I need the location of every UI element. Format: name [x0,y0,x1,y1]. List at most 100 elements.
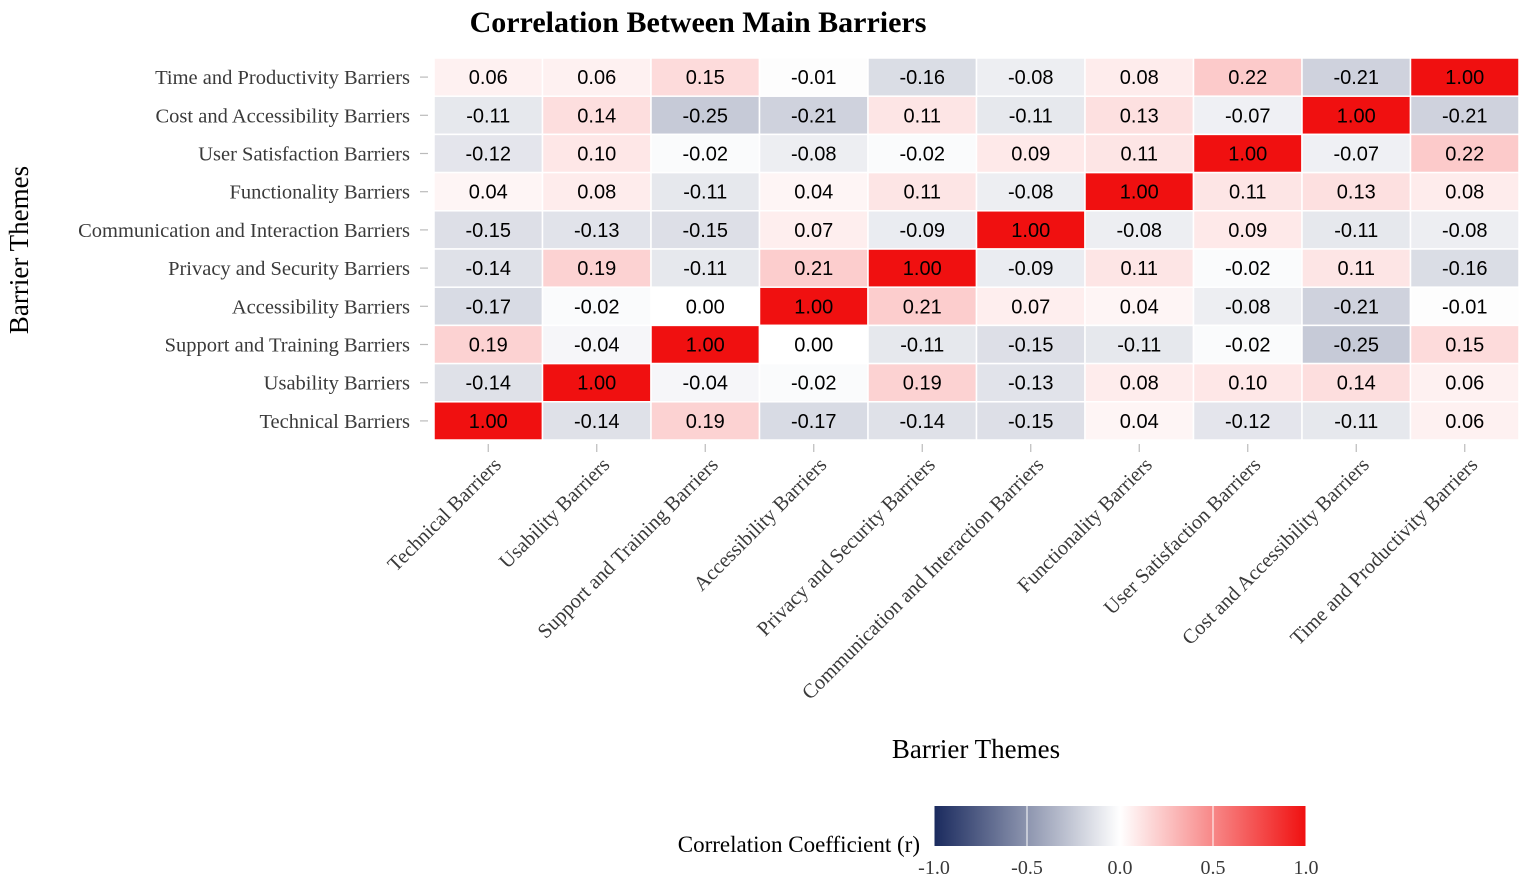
heatmap-cell-r6-c7 [1192,286,1303,327]
cell-value-label: -0.21 [791,105,837,127]
heatmap-cell-r0-c0 [433,57,544,97]
cell-value-label: 0.22 [1228,67,1267,89]
heatmap-cell-r4-c7 [1192,210,1303,250]
heatmap-cell-r9-c2 [650,401,761,441]
cell-value-label: -0.08 [1008,182,1054,204]
cell-value-label: -0.21 [1333,296,1379,318]
heatmap-cell-r8-c2 [650,362,761,403]
heatmap-cell-r1-c1 [541,95,652,136]
y-axis-label: Barrier Themes [4,166,34,334]
cell-value-label: 0.11 [1229,182,1266,204]
heatmap-cell-r0-c1 [541,57,652,97]
heatmap-cell-r9-c1 [541,401,652,441]
cell-value-label: 0.21 [903,296,942,318]
cell-value-label: -0.09 [899,220,945,242]
cell-value-label: -0.12 [465,144,511,166]
cell-value-label: -0.17 [465,296,511,318]
heatmap-cell-r9-c8 [1301,401,1412,441]
y-tick-time-and-productivity-barriers: Time and Productivity Barriers [155,67,410,89]
cell-value-label: 1.00 [1120,182,1159,204]
cell-value-label: -0.11 [683,182,727,204]
cell-value-label: -0.21 [1333,67,1379,89]
cell-value-label: -0.07 [1333,144,1379,166]
heatmap-cell-r1-c8 [1301,95,1412,136]
y-tick-cost-and-accessibility-barriers: Cost and Accessibility Barriers [156,105,411,127]
cell-value-label: 0.19 [686,411,725,433]
cell-value-label: -0.17 [791,411,837,433]
legend-title: Correlation Coefficient (r) [678,832,920,857]
cell-value-label: -0.01 [791,67,837,89]
cell-value-label: 0.13 [1120,105,1159,127]
cell-value-label: 1.00 [903,258,942,280]
cell-value-label: -0.15 [682,220,728,242]
cell-value-label: 1.00 [469,411,508,433]
heatmap-cell-r7-c8 [1301,324,1412,365]
cell-value-label: -0.13 [574,220,620,242]
heatmap-cell-r7-c3 [758,324,869,365]
x-tick-cost-and-accessibility-barriers: Cost and Accessibility Barriers [1178,454,1374,650]
cell-value-label: 0.22 [1445,144,1484,166]
cell-value-label: 0.06 [577,67,616,89]
cell-value-label: -0.08 [1008,67,1054,89]
cell-value-label: -0.02 [574,296,620,318]
cell-value-label: 0.15 [686,67,725,89]
cell-value-label: -0.13 [1008,373,1054,395]
heatmap-cell-r7-c4 [867,324,978,365]
legend-ticks: -1.0 -0.5 0.0 0.5 1.0 [918,806,1319,879]
cell-value-label: 0.00 [794,335,833,357]
heatmap-cell-r4-c1 [541,210,652,250]
cell-value-label: 0.04 [1120,296,1159,318]
cell-value-label: -0.02 [899,144,945,166]
cell-value-label: 0.11 [1121,258,1158,280]
cell-value-label: -0.08 [1225,296,1271,318]
heatmap-cell-r0-c7 [1192,57,1303,97]
heatmap-cell-r8-c9 [1409,362,1520,403]
heatmap-cell-r4-c4 [867,210,978,250]
heatmap-cell-r2-c7 [1192,133,1303,174]
x-tick-usability-barriers: Usability Barriers [495,454,614,573]
cell-value-label: 0.04 [794,182,833,204]
cell-value-label: 0.09 [1011,144,1050,166]
cell-value-label: -0.11 [1334,220,1378,242]
heatmap-cell-r2-c6 [1084,133,1195,174]
heatmap-cell-r2-c2 [650,133,761,174]
legend-tick-label: 1.0 [1294,857,1319,879]
cell-value-label: -0.14 [899,411,945,433]
cell-value-label: -0.14 [574,411,620,433]
cell-value-label: 1.00 [1337,105,1376,127]
cell-value-label: 0.08 [1120,67,1159,89]
cell-value-label: -0.21 [1442,105,1488,127]
cell-value-label: 0.06 [469,67,508,89]
heatmap-cell-r5-c0 [433,248,544,288]
cell-value-label: 0.11 [904,105,941,127]
cell-value-label: 1.00 [1228,144,1267,166]
cell-value-label: 0.07 [1011,296,1050,318]
y-tick-user-satisfaction-barriers: User Satisfaction Barriers [198,144,410,166]
heatmap-cell-r8-c4 [867,362,978,403]
heatmap-cell-r5-c3 [758,248,869,288]
heatmap-cell-r2-c0 [433,133,544,174]
heatmap-cell-r8-c8 [1301,362,1412,403]
cell-value-label: -0.11 [900,335,944,357]
legend-tick-label: -0.5 [1011,857,1043,879]
cell-value-label: 1.00 [577,373,616,395]
y-tick-functionality-barriers: Functionality Barriers [230,182,410,204]
heatmap-cell-r3-c6 [1084,171,1195,212]
y-tick-usability-barriers: Usability Barriers [264,373,410,395]
cell-value-label: 0.19 [903,373,942,395]
heatmap-cell-r1-c5 [975,95,1086,136]
cell-value-label: 0.14 [577,105,616,127]
heatmap-cell-r6-c8 [1301,286,1412,327]
cell-value-label: 0.11 [1338,258,1375,280]
y-tick-communication-and-interaction-barriers: Communication and Interaction Barriers [78,220,410,242]
cell-value-label: -0.01 [1442,296,1488,318]
cell-value-label: -0.08 [791,144,837,166]
cell-value-label: -0.11 [1334,411,1378,433]
cell-value-label: -0.14 [465,258,511,280]
cell-value-label: 0.06 [1445,373,1484,395]
cell-value-label: -0.11 [466,105,510,127]
x-tick-support-and-training-barriers: Support and Training Barriers [534,454,723,643]
heatmap-cell-r0-c5 [975,57,1086,97]
cell-value-label: 0.13 [1337,182,1376,204]
heatmap-cell-r4-c9 [1409,210,1520,250]
